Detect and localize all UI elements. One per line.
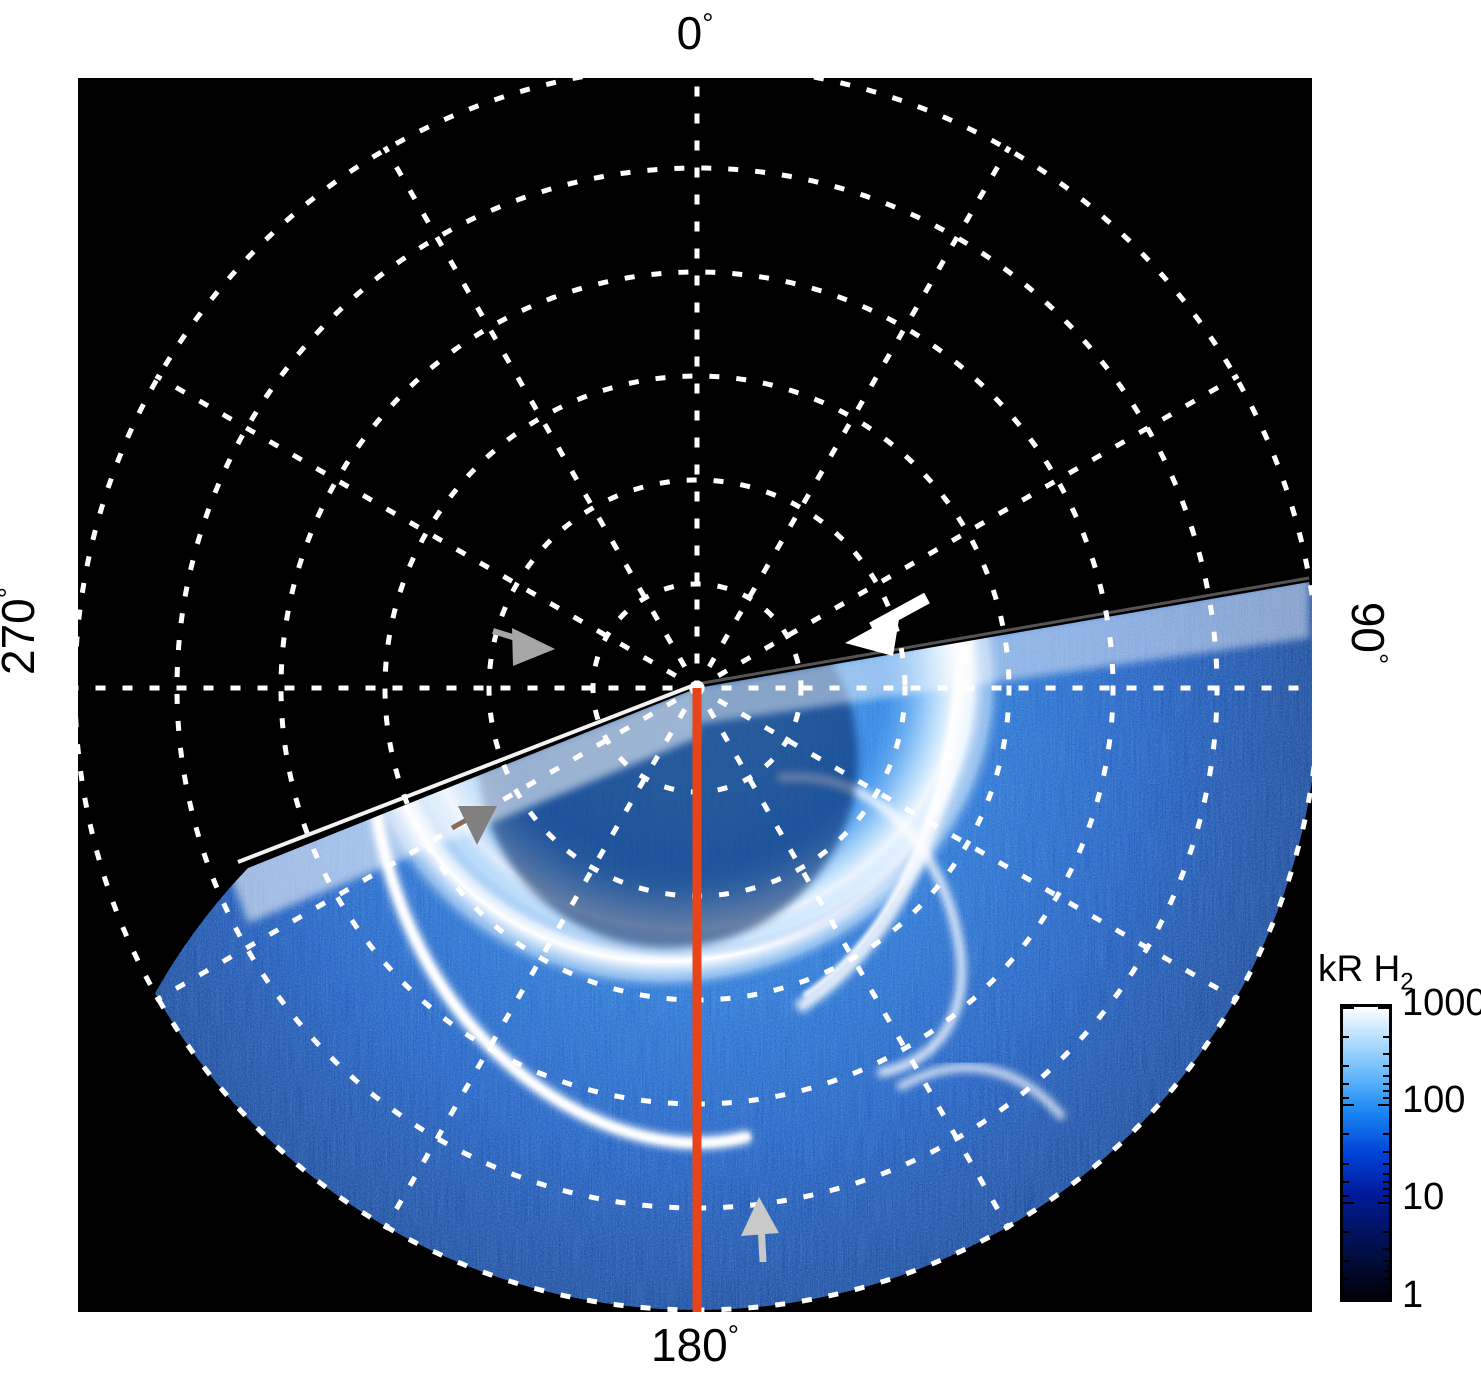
colorbar-label-1: 1 <box>1402 1274 1424 1316</box>
colorbar-minor-tick-left <box>1343 1097 1349 1099</box>
colorbar-minor-tick <box>1383 1133 1389 1135</box>
colorbar-minor-tick <box>1383 1278 1389 1280</box>
colorbar-minor-tick <box>1383 1188 1389 1190</box>
colorbar-tick-1000-left <box>1343 1007 1354 1009</box>
colorbar-minor-tick <box>1383 1090 1389 1092</box>
degree-symbol: ° <box>702 7 714 39</box>
colorbar-minor-tick <box>1383 1075 1389 1077</box>
colorbar-minor-tick <box>1383 1248 1389 1250</box>
colorbar-minor-tick-left <box>1343 1260 1349 1262</box>
colorbar-minor-tick-left <box>1343 1231 1349 1233</box>
colorbar-tick-100 <box>1378 1104 1389 1106</box>
colorbar-label-10: 10 <box>1402 1176 1445 1218</box>
colorbar-minor-tick <box>1383 1286 1389 1288</box>
colorbar-tick-100-left <box>1343 1104 1354 1106</box>
colorbar-gradient <box>1340 1004 1392 1302</box>
colorbar-minor-tick <box>1383 1053 1389 1055</box>
colorbar-minor-tick-left <box>1343 1083 1349 1085</box>
colorbar-label-1000: 1000 <box>1402 982 1481 1024</box>
colorbar-minor-tick-left <box>1343 1181 1349 1183</box>
colorbar-tick-1 <box>1378 1299 1389 1301</box>
colorbar-tick-10 <box>1378 1202 1389 1204</box>
colorbar-minor-tick <box>1383 1163 1389 1165</box>
axis-label-90deg: 90° <box>1342 601 1394 665</box>
axis-label-270deg: 270° <box>0 551 45 711</box>
axis-label-180deg: 180° <box>651 1319 739 1371</box>
colorbar-minor-tick-left <box>1343 1195 1349 1197</box>
axis-label-0deg: 0° <box>676 7 714 59</box>
colorbar-minor-tick <box>1383 1293 1389 1295</box>
colorbar-title-subscript: 2 <box>1400 968 1414 996</box>
colorbar-minor-tick-left <box>1343 1163 1349 1165</box>
colorbar-minor-tick <box>1383 1270 1389 1272</box>
colorbar-minor-tick <box>1383 1231 1389 1233</box>
colorbar-tick-1000 <box>1378 1007 1389 1009</box>
colorbar-minor-tick <box>1383 1195 1389 1197</box>
degree-symbol: ° <box>0 587 24 598</box>
polar-plot-area <box>78 78 1312 1312</box>
colorbar-minor-tick <box>1383 1151 1389 1153</box>
colorbar-title: kR H2 <box>1318 948 1414 996</box>
colorbar-tick-1-left <box>1343 1299 1354 1301</box>
colorbar-minor-tick <box>1383 1036 1389 1038</box>
colorbar: kR H2 <box>1318 948 1481 1318</box>
colorbar-minor-tick <box>1383 1083 1389 1085</box>
colorbar-minor-tick <box>1383 1097 1389 1099</box>
colorbar-minor-tick <box>1383 1173 1389 1175</box>
grid-radials <box>78 78 1312 1312</box>
colorbar-minor-tick <box>1383 1065 1389 1067</box>
colorbar-minor-tick <box>1383 1260 1389 1262</box>
degree-symbol: ° <box>1362 652 1394 665</box>
colorbar-minor-tick-left <box>1343 1065 1349 1067</box>
colorbar-minor-tick-left <box>1343 1278 1349 1280</box>
colorbar-tick-10-left <box>1343 1202 1354 1204</box>
degree-symbol: ° <box>727 1319 739 1351</box>
colorbar-minor-tick <box>1383 1181 1389 1183</box>
colorbar-label-100: 100 <box>1402 1079 1466 1121</box>
colorbar-minor-tick-left <box>1343 1293 1349 1295</box>
polar-grid <box>78 78 1312 1312</box>
colorbar-minor-tick-left <box>1343 1036 1349 1038</box>
colorbar-minor-tick-left <box>1343 1133 1349 1135</box>
